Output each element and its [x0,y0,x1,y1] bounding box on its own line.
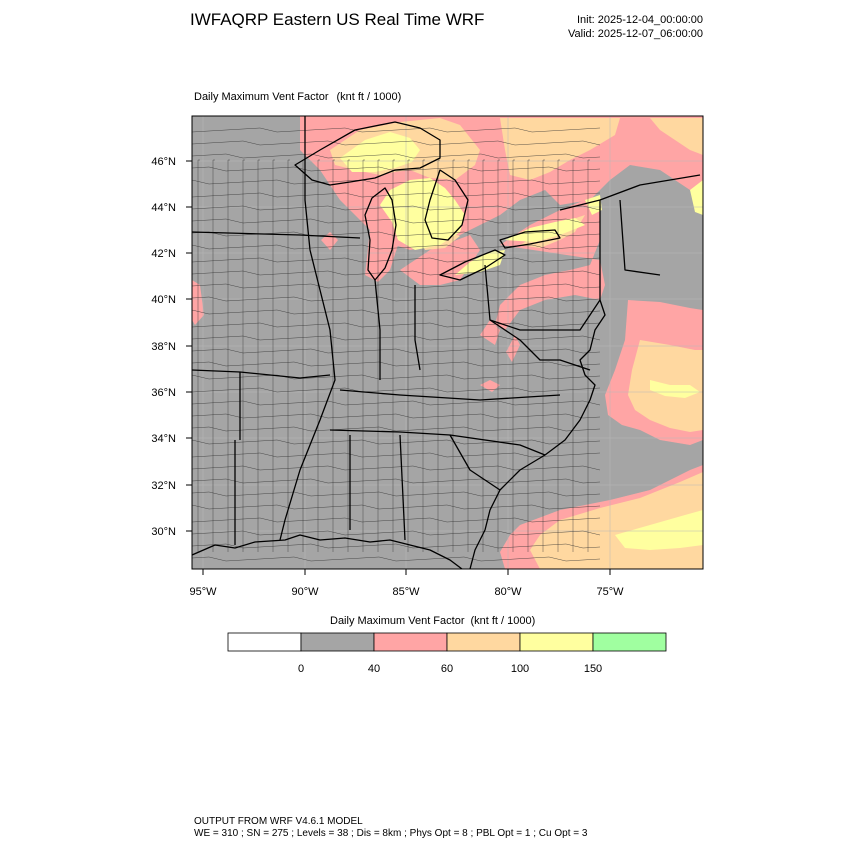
field-name: Daily Maximum Vent Factor [194,91,329,103]
lat-label: 44°N [151,202,176,214]
lon-ticks [202,569,611,575]
legend-title: Daily Maximum Vent Factor (knt ft / 1000) [330,615,535,627]
legend-label: 60 [440,663,454,675]
legend-swatch [373,632,448,652]
legend-label: 100 [510,663,530,675]
lon-label: 75°W [596,586,624,598]
lat-ticks [186,160,192,532]
state-boundaries [192,116,701,569]
lat-label: 38°N [151,341,176,353]
lon-label: 85°W [392,586,420,598]
lat-label: 42°N [151,248,176,260]
legend-units: (knt ft / 1000) [470,615,536,627]
legend-field-name: Daily Maximum Vent Factor [330,615,465,627]
legend-colorbar [227,632,667,652]
legend-label: 0 [297,663,305,675]
field-label: Daily Maximum Vent Factor (knt ft / 1000) [194,91,401,103]
lon-labels: 95°W 90°W 85°W 80°W 75°W [189,586,624,598]
lat-label: 40°N [151,294,176,306]
model-title: IWFAQRP Eastern US Real Time WRF [190,10,485,29]
lon-label: 95°W [189,586,217,598]
map-field [192,116,703,569]
legend-swatch [227,632,302,652]
lat-label: 46°N [151,156,176,168]
init-time: Init: 2025-12-04_00:00:00 [577,14,703,26]
plot-frame [191,115,704,570]
footer-model: OUTPUT FROM WRF V4.6.1 MODEL [194,816,363,827]
lat-label: 30°N [151,526,176,538]
lon-label: 90°W [291,586,319,598]
lon-label: 80°W [494,586,522,598]
valid-time: Valid: 2025-12-07_06:00:00 [568,28,703,40]
legend-swatch [592,632,667,652]
legend-label: 40 [367,663,381,675]
footer-config: WE = 310 ; SN = 275 ; Levels = 38 ; Dis … [194,828,588,839]
lat-label: 32°N [151,480,176,492]
legend-swatch [446,632,521,652]
field-100-150 [340,132,703,550]
lat-label: 34°N [151,433,176,445]
county-mesh [192,127,601,562]
lat-labels: 46°N 44°N 42°N 40°N 38°N 36°N 34°N 32°N … [151,156,176,538]
lat-label: 36°N [151,387,176,399]
field-units: (knt ft / 1000) [336,91,402,103]
legend-label: 150 [583,663,603,675]
county-boundaries [192,127,601,562]
legend-swatch [519,632,594,652]
legend-swatch [300,632,375,652]
